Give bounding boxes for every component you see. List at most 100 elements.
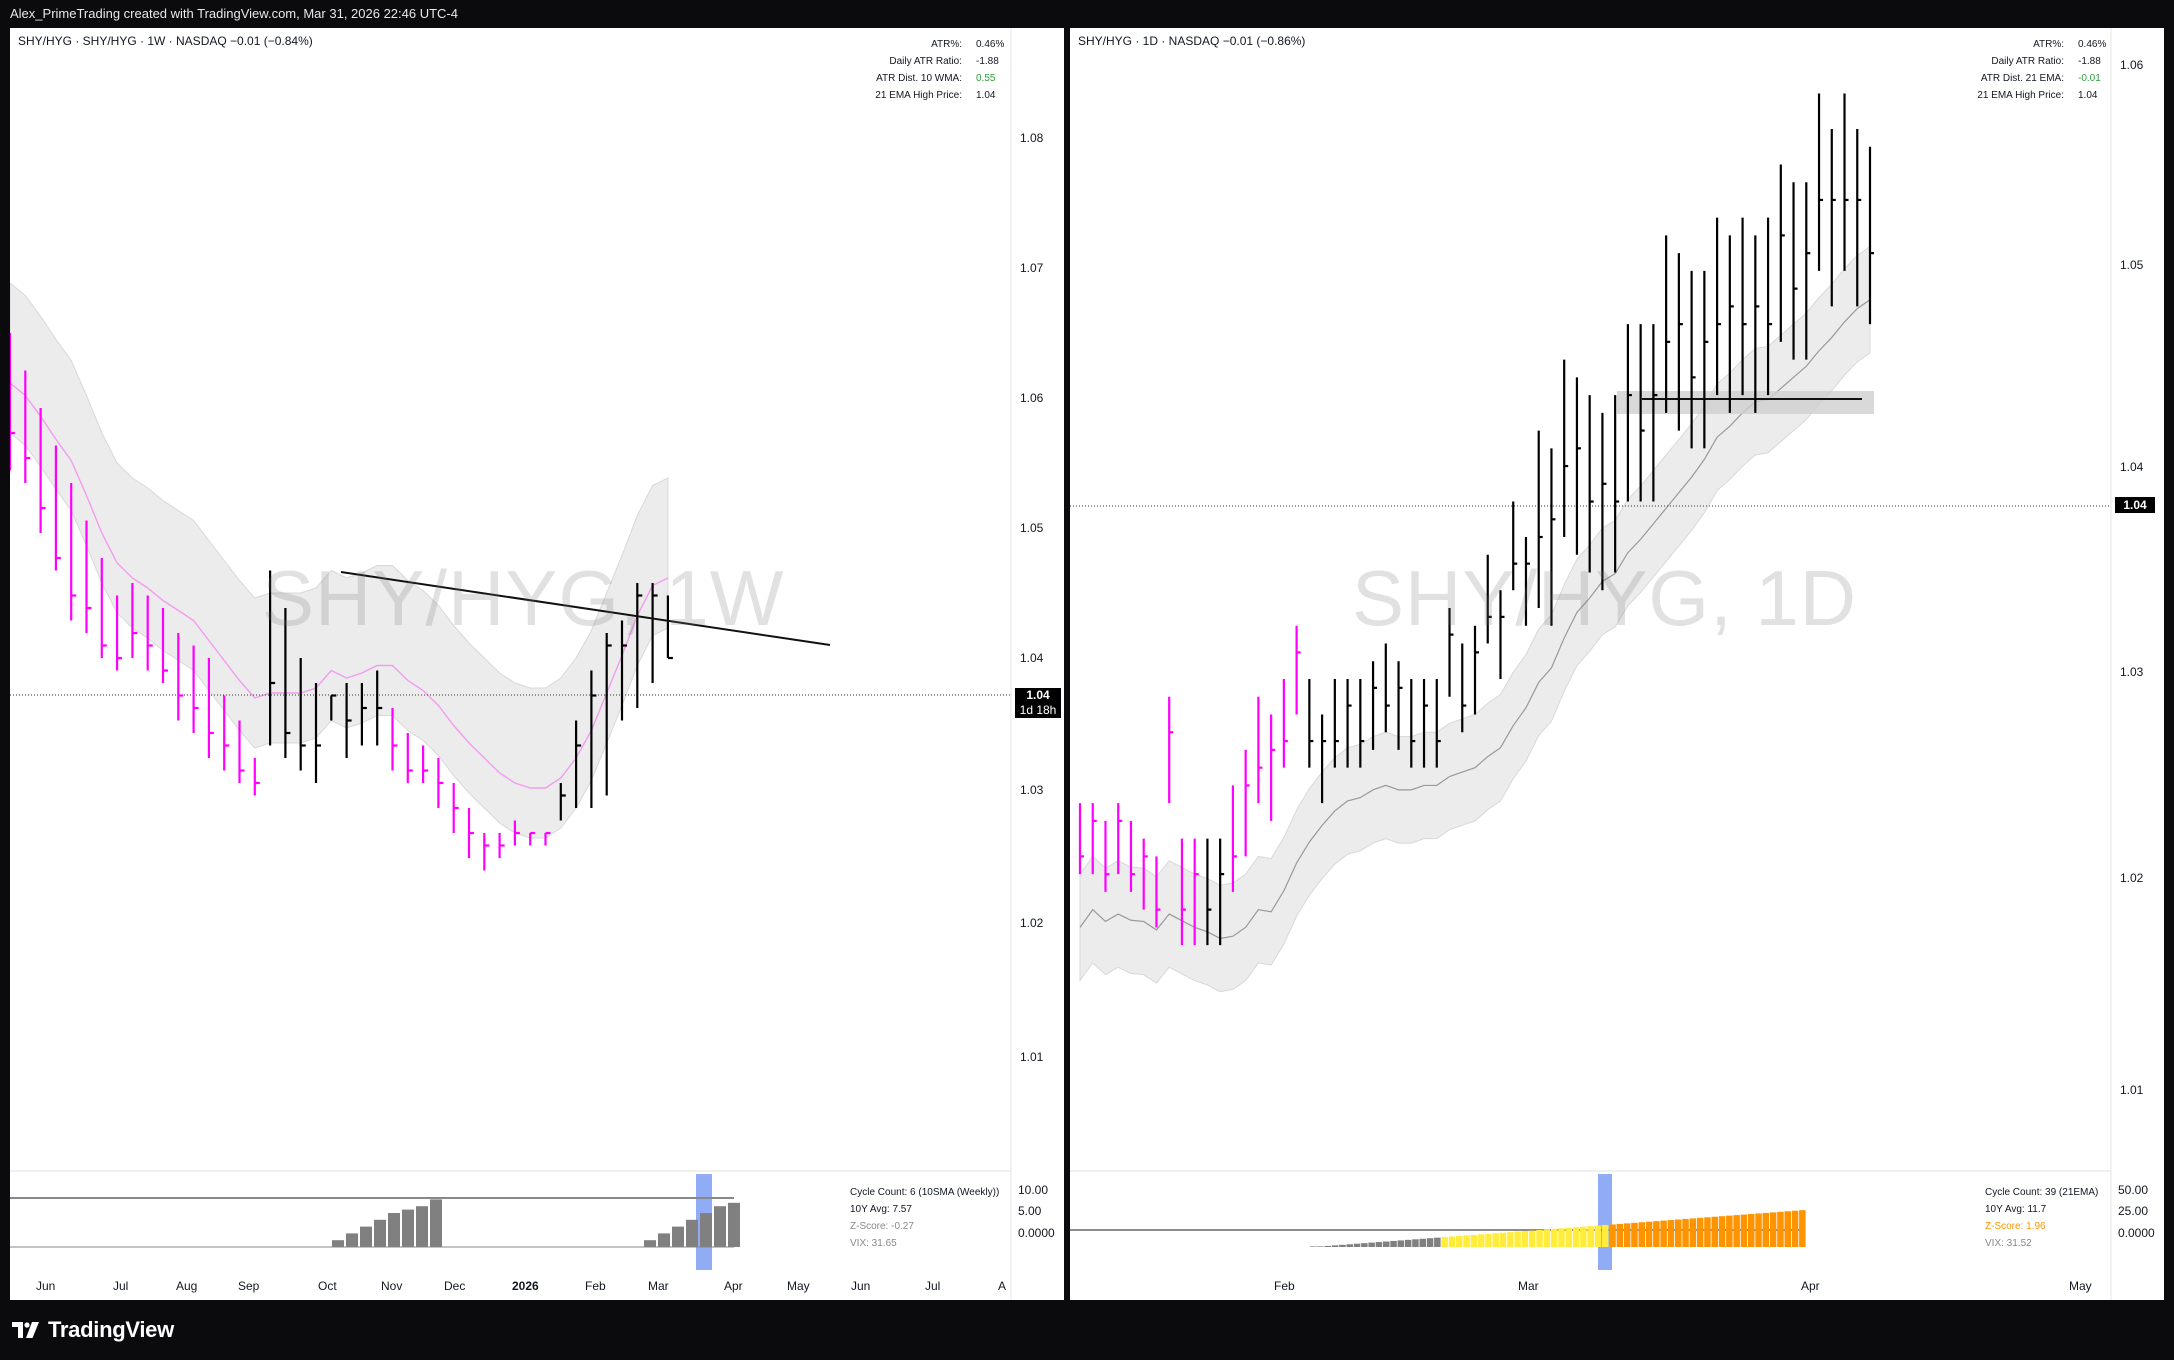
time-axis-label: A [998,1279,1007,1293]
stats-row: ATR%: 0.46% [860,36,1016,53]
cycle-count-bar [1361,1243,1368,1247]
ohlc-bar [1766,217,1773,396]
ohlc-bar [24,370,31,483]
ohlc-bar [1346,678,1352,768]
price-axis-label: 1.01 [2120,1083,2144,1097]
bar-countdown: 1d 18h [1015,703,1061,718]
ohlc-bar [284,608,291,758]
cycle-count-bar [1485,1233,1492,1247]
ohlc-bar [269,570,276,746]
cycle-count-bar [1762,1212,1770,1247]
ohlc-bar [1677,253,1683,431]
cycle-count-bar [1696,1217,1704,1247]
tradingview-logo[interactable]: TradingView [12,1317,174,1343]
cycle-count-bar [1404,1239,1412,1247]
ohlc-bar [146,595,153,671]
cycle-count-bar [1390,1240,1397,1247]
cycle-count-bar [1368,1242,1375,1247]
cycle-count-bar [374,1219,386,1247]
ohlc-bar [1703,270,1709,449]
ohlc-bar [161,608,168,683]
indicator-axis-label: 0.0000 [1018,1226,1055,1240]
ohlc-bar [330,694,337,721]
ohlc-bar [1856,128,1862,307]
cycle-count-bar [1346,1244,1353,1247]
cycle-count-bar [1667,1220,1675,1247]
symbol-legend[interactable]: SHY/HYG · 1D · NASDAQ −0.01 (−0.86%) [1078,34,1306,48]
time-axis-label: Dec [444,1279,466,1293]
cycle-count-bar [714,1206,726,1247]
ohlc-bar [1104,820,1110,892]
weekly-chart-panel[interactable]: SHY/HYG, 1W SHY/HYG · SHY/HYG · 1W · NAS… [10,28,1064,1300]
cycle-count-bar [360,1226,372,1247]
cycle-count-bar [1499,1232,1507,1247]
daily-chart-canvas[interactable] [1070,28,2164,1300]
highlight-column [1598,1174,1612,1270]
cycle-count-bar [1602,1225,1609,1247]
cycle-count-bar [1711,1216,1718,1247]
ohlc-bar [360,683,367,746]
cycle-count-bar [1529,1230,1536,1247]
ohlc-bar [1168,696,1174,804]
cycle-count-bar [1331,1245,1339,1247]
ohlc-bar [1805,182,1811,360]
cycle-count-bar [1550,1228,1558,1247]
stats-row: Daily ATR Ratio: -1.88 [1972,53,2118,70]
ohlc-bar [544,831,551,846]
ohlc-bar [1142,838,1148,910]
indicator-axis-label: 10.00 [1018,1183,1049,1197]
ohlc-bar [620,620,627,721]
cycle-count-bar [1426,1238,1434,1247]
cycle-count-bar [1740,1214,1748,1247]
indicator-legend-line: Z-Score: 1.96 [1985,1221,2046,1232]
time-axis-label: Jul [113,1279,129,1293]
cycle-count-bar [1653,1221,1660,1247]
cycle-count-bar [1543,1229,1551,1247]
tradingview-logo-icon [12,1322,39,1338]
ohlc-bar [529,831,536,846]
daily-chart-panel[interactable]: SHY/HYG, 1D SHY/HYG · 1D · NASDAQ −0.01 … [1070,28,2164,1300]
ohlc-bar [1473,625,1479,715]
ohlc-bar [115,595,123,671]
symbol-legend[interactable]: SHY/HYG · SHY/HYG · 1W · NASDAQ −0.01 (−… [18,34,313,48]
ohlc-bar [1078,803,1084,875]
cycle-count-bar [1477,1234,1485,1247]
resistance-zone [1617,391,1874,414]
ohlc-bar [1155,856,1161,928]
ohlc-bar [1448,608,1454,697]
cycle-count-bar [1317,1246,1324,1247]
indicator-legend-line: 10Y Avg: 7.57 [850,1204,912,1215]
price-axis-label: 1.05 [2120,258,2144,272]
ohlc-bar [1830,128,1836,307]
weekly-chart-canvas[interactable] [10,28,1064,1300]
ohlc-bar [1180,838,1186,946]
cycle-count-bar [1324,1245,1332,1247]
stats-value: -1.88 [976,56,999,67]
stats-label: 21 EMA High Price: [875,90,962,101]
time-axis-label: Feb [585,1279,606,1293]
ohlc-bar [1486,554,1492,644]
ohlc-bar [314,683,321,783]
price-axis-label: 1.03 [2120,665,2144,679]
cycle-count-bar [1419,1238,1426,1247]
ohlc-bar [1461,643,1467,733]
stats-value: 0.46% [976,39,1005,50]
stats-label: ATR%: [931,39,962,50]
price-axis-label: 1.04 [2120,460,2144,474]
ohlc-bar [1868,146,1874,325]
ohlc-bar [574,720,582,808]
ohlc-bar [1817,93,1824,271]
ohlc-bar [70,483,77,621]
last-price-tag: 1.04 [2115,497,2155,513]
ema-line [1079,299,1871,940]
stats-row: Daily ATR Ratio: -1.88 [860,53,1016,70]
stats-row: ATR Dist. 10 WMA: 0.55 [860,70,1016,87]
ohlc-bar [1512,501,1518,591]
cycle-count-bar [1580,1226,1587,1247]
cycle-count-bar [1594,1225,1602,1247]
cycle-count-bar [1784,1211,1791,1247]
ohlc-bar [376,670,383,746]
price-axis-label: 1.08 [1020,131,1044,145]
cycle-count-bar [1726,1215,1733,1247]
cycle-count-bar [1339,1244,1346,1247]
